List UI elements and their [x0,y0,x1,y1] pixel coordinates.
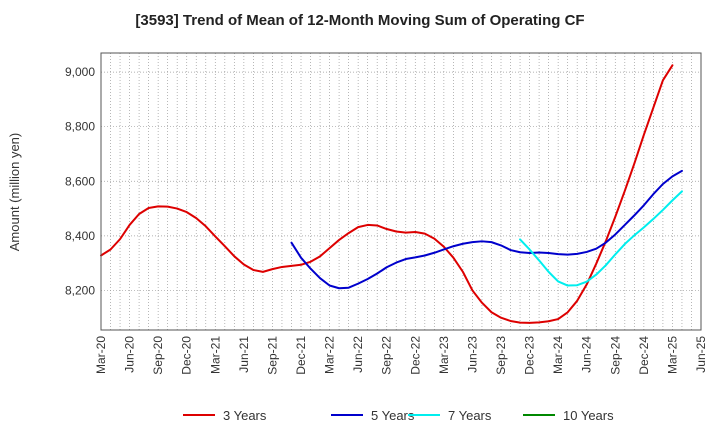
x-tick-label: Mar-21 [208,336,222,374]
x-tick-label: Sep-23 [494,336,508,375]
x-tick-label: Dec-24 [637,336,651,375]
y-tick-label: 9,000 [65,65,95,79]
legend: 3 Years 5 Years 7 Years 10 Years [183,408,614,423]
legend-label: 3 Years [223,408,267,423]
x-tick-label: Mar-25 [665,336,679,374]
series-line-7-years [519,190,683,287]
series-lines [100,64,683,324]
x-tick-label: Dec-21 [294,336,308,375]
x-tick-label: Mar-22 [323,336,337,374]
x-tick-label: Sep-22 [380,336,394,375]
legend-item-10-years: 10 Years [523,408,614,423]
series-line-3-years [100,64,674,324]
chart-title: [3593] Trend of Mean of 12-Month Moving … [135,12,585,29]
legend-item-3-years: 3 Years [183,408,267,423]
x-tick-label: Jun-23 [465,336,479,373]
y-tick-label: 8,600 [65,174,95,188]
y-tick-label: 8,200 [65,283,95,297]
x-tick-label: Jun-25 [694,336,708,373]
legend-label: 10 Years [563,408,614,423]
x-tick-label: Dec-22 [408,336,422,375]
x-tick-label: Dec-20 [180,336,194,375]
y-axis-title: Amount (million yen) [7,133,22,252]
series-line-5-years [290,169,683,290]
legend-item-5-years: 5 Years [331,408,415,423]
y-tick-label: 8,400 [65,229,95,243]
y-axis-ticks: 8,200 8,400 8,600 8,800 9,000 [65,65,95,297]
x-tick-label: Mar-24 [551,336,565,374]
x-tick-label: Sep-20 [151,336,165,375]
x-tick-label: Sep-21 [265,336,279,375]
x-tick-label: Jun-24 [580,336,594,373]
legend-label: 5 Years [371,408,415,423]
x-tick-label: Jun-22 [351,336,365,373]
x-tick-label: Mar-23 [437,336,451,374]
x-axis-ticks: Mar-20 Jun-20 Sep-20 Dec-20 Mar-21 Jun-21 Sep-… [94,336,708,375]
plot-area-frame [100,52,702,331]
x-tick-label: Jun-20 [123,336,137,373]
x-tick-label: Mar-20 [94,336,108,374]
legend-item-7-years: 7 Years [408,408,492,423]
legend-label: 7 Years [448,408,492,423]
x-tick-label: Jun-21 [237,336,251,373]
grid [101,53,701,330]
y-tick-label: 8,800 [65,120,95,134]
x-tick-label: Dec-23 [523,336,537,375]
x-tick-label: Sep-24 [608,336,622,375]
